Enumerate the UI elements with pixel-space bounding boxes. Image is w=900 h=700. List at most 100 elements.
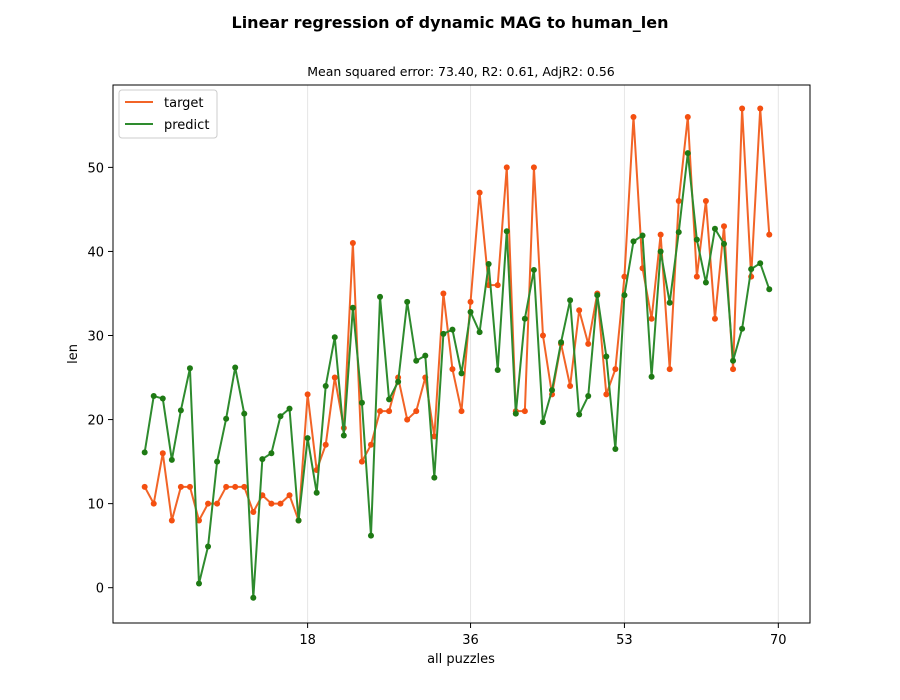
- data-point-target: [467, 298, 474, 305]
- data-point-predict: [603, 353, 610, 360]
- data-point-target: [739, 105, 746, 112]
- data-point-target: [186, 483, 193, 490]
- data-point-target: [657, 231, 664, 238]
- legend: target predict: [118, 89, 218, 139]
- series-line-target: [143, 107, 771, 522]
- data-point-predict: [721, 240, 728, 247]
- data-point-target: [413, 408, 420, 415]
- data-point-predict: [458, 370, 465, 377]
- data-point-predict: [259, 456, 266, 463]
- data-point-target: [693, 273, 700, 280]
- data-point-predict: [567, 297, 574, 304]
- data-point-predict: [639, 232, 646, 239]
- data-point-target: [286, 492, 293, 499]
- y-tick-label: 0: [96, 582, 104, 597]
- data-point-predict: [159, 395, 166, 402]
- data-point-target: [223, 483, 230, 490]
- data-point-target: [241, 483, 248, 490]
- data-point-predict: [485, 261, 492, 268]
- series-predict: [141, 150, 773, 601]
- data-point-target: [721, 223, 728, 230]
- data-point-target: [232, 483, 239, 490]
- data-point-predict: [205, 543, 212, 550]
- data-point-predict: [612, 445, 619, 452]
- data-point-predict: [440, 330, 447, 337]
- data-point-predict: [386, 396, 393, 403]
- data-point-predict: [377, 293, 384, 300]
- data-point-predict: [512, 410, 519, 417]
- data-point-target: [322, 441, 329, 448]
- data-point-target: [159, 450, 166, 457]
- data-point-predict: [431, 474, 438, 481]
- data-point-target: [711, 315, 718, 322]
- data-point-predict: [739, 325, 746, 332]
- data-point-target: [675, 198, 682, 205]
- data-point-predict: [331, 334, 338, 341]
- data-point-target: [268, 500, 275, 507]
- data-point-predict: [494, 366, 501, 373]
- data-point-target: [250, 509, 257, 516]
- data-point-predict: [232, 364, 239, 371]
- chart-suptitle: Linear regression of dynamic MAG to huma…: [232, 13, 669, 32]
- data-point-predict: [675, 229, 682, 236]
- chart-subtitle: Mean squared error: 73.40, R2: 0.61, Adj…: [307, 64, 615, 79]
- data-point-target: [214, 500, 221, 507]
- data-point-predict: [241, 410, 248, 417]
- data-point-predict: [313, 489, 320, 496]
- data-point-predict: [168, 456, 175, 463]
- data-point-target: [458, 408, 465, 415]
- data-point-predict: [295, 517, 302, 524]
- data-point-target: [349, 240, 356, 247]
- data-point-predict: [585, 393, 592, 400]
- y-axis-label: len: [66, 344, 81, 364]
- data-point-target: [666, 366, 673, 373]
- data-point-target: [494, 282, 501, 289]
- data-point-predict: [684, 150, 691, 157]
- data-point-predict: [539, 419, 546, 426]
- data-point-predict: [186, 365, 193, 372]
- data-point-predict: [195, 580, 202, 587]
- y-tick-label: 20: [87, 414, 104, 429]
- data-point-predict: [250, 594, 257, 601]
- y-tick-label: 40: [87, 245, 104, 260]
- data-point-predict: [621, 292, 628, 299]
- data-point-predict: [395, 378, 402, 385]
- data-point-predict: [177, 407, 184, 414]
- data-point-target: [476, 189, 483, 196]
- data-point-predict: [150, 393, 157, 400]
- data-point-predict: [223, 415, 230, 422]
- data-point-predict: [467, 308, 474, 315]
- data-point-predict: [521, 315, 528, 322]
- data-point-predict: [322, 382, 329, 389]
- legend-label-predict: predict: [164, 118, 209, 133]
- data-point-target: [141, 483, 148, 490]
- series-layer: [141, 105, 773, 601]
- data-point-target: [377, 408, 384, 415]
- data-point-predict: [630, 238, 637, 245]
- data-point-target: [630, 113, 637, 120]
- x-axis: 18 36 53 70: [299, 623, 787, 648]
- data-point-predict: [214, 458, 221, 465]
- data-point-predict: [757, 260, 764, 267]
- y-tick-label: 50: [87, 161, 104, 176]
- data-point-predict: [666, 299, 673, 306]
- data-point-predict: [476, 329, 483, 336]
- data-point-target: [730, 366, 737, 373]
- data-point-target: [567, 382, 574, 389]
- y-axis: 0 10 20 30 40 50: [87, 161, 113, 597]
- data-point-predict: [413, 357, 420, 364]
- data-point-target: [766, 231, 773, 238]
- data-point-target: [367, 441, 374, 448]
- y-tick-label: 10: [87, 498, 104, 513]
- data-point-predict: [449, 326, 456, 333]
- data-point-target: [684, 113, 691, 120]
- data-point-predict: [367, 532, 374, 539]
- data-point-target: [449, 366, 456, 373]
- x-tick-label: 36: [462, 633, 479, 648]
- data-point-predict: [594, 292, 601, 299]
- data-point-target: [331, 374, 338, 381]
- data-point-target: [503, 164, 510, 171]
- data-point-target: [521, 408, 528, 415]
- data-point-target: [386, 408, 393, 415]
